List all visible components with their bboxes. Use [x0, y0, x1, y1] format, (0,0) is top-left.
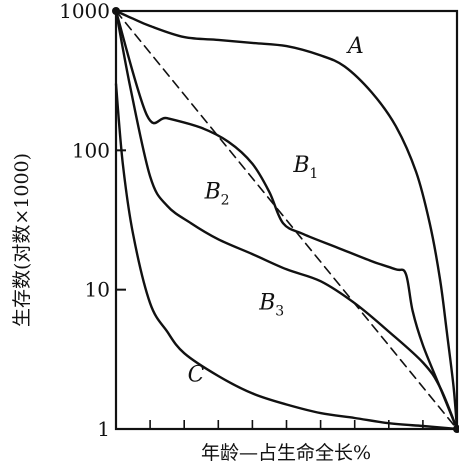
x-axis	[149, 420, 424, 429]
curve-label-c: C	[188, 362, 205, 387]
end-point	[453, 425, 459, 433]
curve-label-sub-b3: 3	[275, 304, 284, 320]
series-line-b2	[115, 10, 458, 430]
series-line-b1	[114, 9, 459, 431]
curve-label-b2: B	[204, 180, 221, 205]
curve-label-a: A	[346, 34, 364, 59]
curve-labels: AB 1B 2B 3C	[188, 34, 364, 387]
curve-label-b3: B	[258, 291, 275, 316]
series-line-b3	[114, 9, 459, 431]
series-line-c	[114, 82, 459, 431]
curve-label-sub-b1: 1	[309, 166, 318, 182]
series-line-a	[114, 9, 459, 431]
y-tick-label-1000: 1000	[59, 0, 110, 23]
y-tick-label-100: 100	[72, 138, 110, 162]
y-axis: 1000 100 10 1	[59, 0, 126, 441]
series-layer	[112, 7, 459, 433]
start-point	[112, 7, 120, 15]
x-axis-label: 年龄—占生命全长%	[201, 442, 371, 464]
curve-label-sub-b2: 2	[221, 193, 230, 209]
y-tick-label-1: 1	[97, 417, 110, 441]
y-tick-label-10: 10	[85, 278, 110, 302]
curve-label-b1: B	[292, 153, 309, 178]
y-axis-label: 生存数(对数×1000)	[11, 153, 33, 327]
